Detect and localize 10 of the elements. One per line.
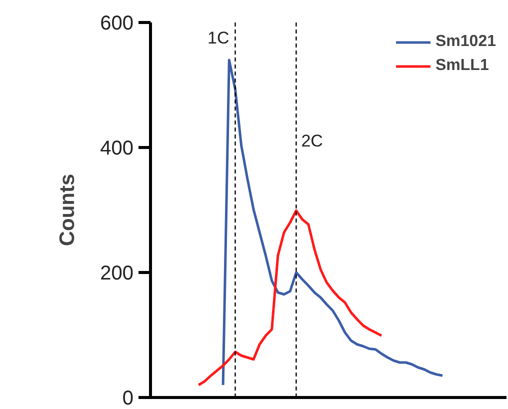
annotation: 2C [301, 132, 323, 151]
legend-label: SmLL1 [436, 57, 489, 75]
y-tick-label: 0 [122, 388, 134, 409]
legend-label: Sm1021 [436, 33, 496, 51]
y-axis-title: Counts [56, 174, 80, 246]
y-tick-label: 200 [100, 262, 134, 284]
line-series [197, 209, 383, 386]
annotation: 1C [208, 28, 230, 48]
y-tick-label: 600 [100, 12, 134, 34]
y-tick-label: 400 [100, 138, 134, 160]
